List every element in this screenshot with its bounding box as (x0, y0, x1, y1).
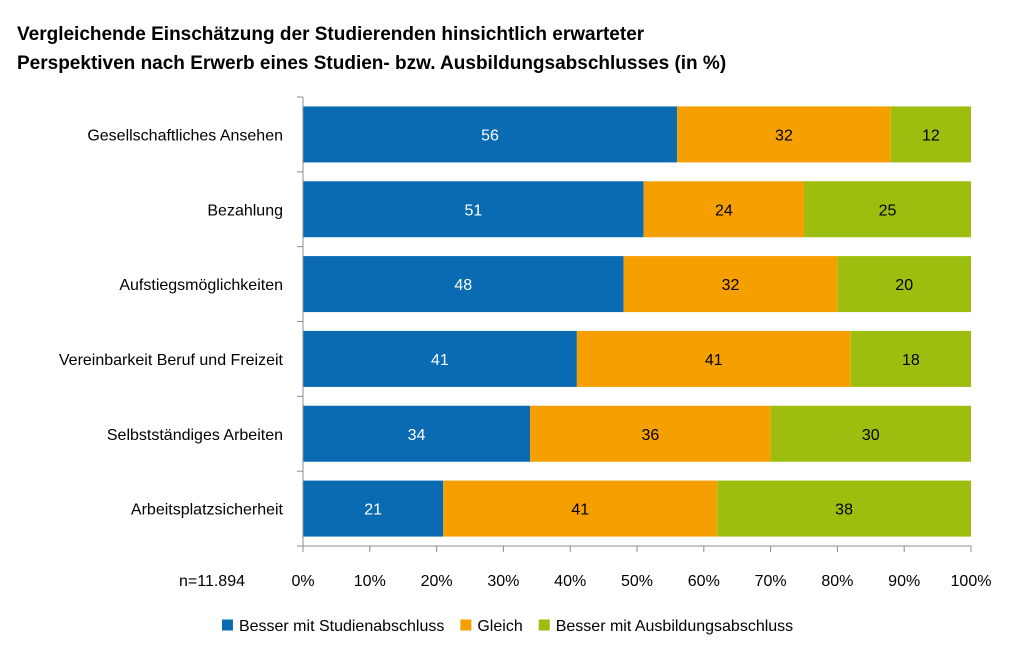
data-label: 32 (722, 277, 740, 294)
bar-segment (303, 405, 531, 462)
x-tick-label: 20% (421, 573, 453, 590)
data-label: 24 (715, 202, 733, 219)
x-tick-label: 30% (487, 573, 519, 590)
legend-label: Besser mit Studienabschluss (239, 618, 444, 635)
bar-segment (303, 256, 624, 313)
bars-layer (303, 106, 971, 537)
chart-title: Vergleichende Einschätzung der Studieren… (17, 20, 997, 78)
legend-swatch (460, 619, 472, 631)
data-label: 56 (481, 127, 499, 144)
data-label: 30 (862, 427, 880, 444)
legend-label: Gleich (477, 618, 522, 635)
data-label: 20 (895, 277, 913, 294)
bar-segment (303, 480, 444, 537)
data-label: 41 (571, 502, 589, 519)
labels-layer: 56 32 12 Gesellschaftliches Ansehen 51 24 25 Be… (59, 127, 992, 590)
bar-segment (303, 106, 678, 163)
bar-segment (890, 106, 971, 163)
data-label: 41 (431, 352, 449, 369)
bar-segment (804, 181, 971, 238)
x-tick-label: 90% (888, 573, 920, 590)
category-label: Selbstständiges Arbeiten (107, 427, 283, 444)
data-label: 48 (454, 277, 472, 294)
x-tick-label: 50% (621, 573, 653, 590)
data-label: 12 (922, 127, 940, 144)
legend-swatch (538, 619, 550, 631)
x-tick-label: 0% (291, 573, 314, 590)
bar-segment (576, 330, 851, 387)
bar-segment (677, 106, 891, 163)
chart-title-line-1: Vergleichende Einschätzung der Studieren… (17, 24, 645, 45)
x-tick-label: 10% (354, 573, 386, 590)
data-label: 38 (835, 502, 853, 519)
bar-segment (770, 405, 971, 462)
sample-size-note: n=11.894 (179, 573, 245, 590)
bar-segment (530, 405, 771, 462)
x-tick-label: 80% (821, 573, 853, 590)
legend-label: Besser mit Ausbildungsabschluss (556, 618, 793, 635)
bar-segment (643, 181, 804, 238)
bar-segment (717, 480, 971, 537)
data-label: 21 (364, 502, 382, 519)
category-label: Arbeitsplatzsicherheit (131, 502, 284, 519)
axes-layer (297, 96, 972, 552)
bar-segment (837, 256, 971, 313)
legend-swatch (221, 619, 233, 631)
category-label: Vereinbarkeit Beruf und Freizeit (59, 352, 284, 369)
bar-segment (303, 181, 644, 238)
data-label: 34 (408, 427, 426, 444)
x-tick-label: 40% (554, 573, 586, 590)
data-label: 32 (775, 127, 793, 144)
data-label: 18 (902, 352, 920, 369)
data-label: 25 (879, 202, 897, 219)
legend: Besser mit Studienabschluss Gleich Besser … (221, 618, 793, 635)
chart-title-line-2: Perspektiven nach Erwerb eines Studien- … (17, 53, 727, 74)
x-tick-label: 100% (951, 573, 992, 590)
data-label: 36 (641, 427, 659, 444)
category-label: Aufstiegsmöglichkeiten (119, 277, 283, 294)
data-label: 41 (705, 352, 723, 369)
bar-segment (623, 256, 838, 313)
bar-segment (850, 330, 971, 387)
bar-segment (303, 330, 577, 387)
x-tick-label: 70% (755, 573, 787, 590)
bar-segment (443, 480, 718, 537)
category-label: Bezahlung (207, 202, 283, 219)
category-label: Gesellschaftliches Ansehen (87, 127, 283, 144)
data-label: 51 (464, 202, 482, 219)
x-tick-label: 60% (688, 573, 720, 590)
